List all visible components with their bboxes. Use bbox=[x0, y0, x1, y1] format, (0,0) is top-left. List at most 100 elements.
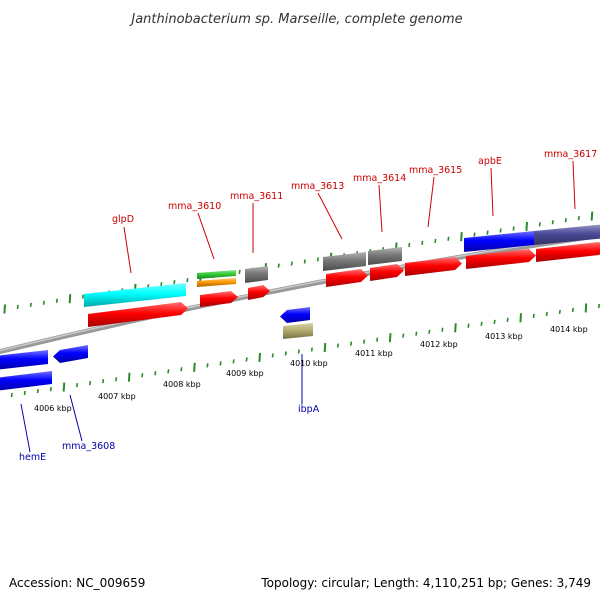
scale-tick bbox=[421, 240, 424, 246]
scale-tick bbox=[62, 382, 66, 392]
label-leader-line bbox=[427, 176, 435, 228]
gene-label-mma_3608[interactable]: mma_3608 bbox=[62, 441, 115, 452]
scale-tick bbox=[480, 321, 483, 326]
scale-tick bbox=[75, 383, 79, 388]
feature-apbE-cds[interactable] bbox=[466, 249, 536, 269]
scale-tick bbox=[519, 313, 522, 323]
scale-tick bbox=[310, 347, 313, 352]
scale-tick bbox=[363, 339, 366, 344]
scale-tick bbox=[180, 367, 183, 372]
scale-label: 4006 kbp bbox=[34, 404, 72, 413]
scale-tick bbox=[441, 327, 444, 332]
scale-label: 4010 kbp bbox=[290, 359, 328, 368]
scale-tick bbox=[141, 373, 144, 378]
scale-tick bbox=[532, 313, 535, 319]
scale-tick bbox=[590, 211, 594, 221]
scale-tick bbox=[173, 280, 176, 285]
scale-tick bbox=[584, 303, 588, 313]
gene-label-glpD[interactable]: glpD bbox=[112, 214, 134, 225]
scale-tick bbox=[376, 337, 379, 342]
feature-mma_3610-orange[interactable] bbox=[197, 278, 236, 287]
feature-mma_3615-cds[interactable] bbox=[405, 257, 462, 276]
scale-ticks bbox=[3, 211, 600, 398]
feature-ibpA-cds[interactable] bbox=[280, 307, 310, 323]
feature-glpD-gene[interactable] bbox=[84, 283, 186, 307]
label-leader-line bbox=[490, 167, 494, 217]
feature-mma_3617-cds[interactable] bbox=[536, 242, 600, 262]
label-leader-line bbox=[317, 192, 343, 240]
scale-tick bbox=[447, 236, 450, 241]
gene-label-mma_3611[interactable]: mma_3611 bbox=[230, 191, 283, 202]
feature-track bbox=[0, 224, 600, 391]
label-leader-line bbox=[69, 394, 83, 442]
label-leader-line bbox=[20, 403, 31, 453]
scale-tick bbox=[154, 371, 157, 376]
scale-tick bbox=[538, 222, 541, 227]
scale-tick bbox=[55, 298, 58, 303]
scale-tick bbox=[467, 323, 470, 328]
label-leader-line bbox=[572, 160, 576, 210]
accession-text: Accession: NC_009659 bbox=[9, 576, 145, 590]
scale-tick bbox=[336, 343, 340, 348]
scale-tick bbox=[388, 333, 392, 343]
feature-glpD-cds[interactable] bbox=[88, 302, 188, 327]
scale-tick bbox=[36, 388, 39, 394]
scale-tick bbox=[258, 352, 261, 363]
scale-tick bbox=[297, 349, 300, 354]
scale-tick bbox=[232, 359, 235, 364]
scale-tick bbox=[88, 381, 92, 386]
scale-tick bbox=[323, 342, 327, 353]
scale-tick bbox=[402, 333, 405, 338]
feature-mma_3611-cds[interactable] bbox=[248, 285, 270, 300]
feature-mma_3611-gray[interactable] bbox=[245, 266, 268, 283]
gene-label-mma_3610[interactable]: mma_3610 bbox=[168, 201, 221, 212]
feature-hemE-cds[interactable] bbox=[0, 371, 52, 391]
feature-mma_3608-cds[interactable] bbox=[53, 345, 88, 363]
feature-mma_3614-cds[interactable] bbox=[370, 264, 404, 281]
label-leaders bbox=[20, 160, 576, 453]
scale-tick bbox=[545, 311, 548, 317]
gene-label-mma_3614[interactable]: mma_3614 bbox=[353, 173, 406, 184]
feature-hemE-gene[interactable] bbox=[0, 350, 48, 370]
scale-label: 4012 kbp bbox=[420, 340, 458, 349]
scale-tick bbox=[460, 232, 463, 242]
feature-mma_3617-gene[interactable] bbox=[534, 224, 600, 245]
scale-tick bbox=[571, 307, 574, 313]
feature-ibpA-misc[interactable] bbox=[283, 323, 313, 339]
genome-summary-text: Topology: circular; Length: 4,110,251 bp… bbox=[260, 576, 591, 590]
scale-tick bbox=[23, 390, 26, 396]
scale-tick bbox=[167, 369, 170, 374]
scale-tick bbox=[473, 232, 476, 237]
scale-label: 4007 kbp bbox=[98, 392, 136, 401]
label-leader-line bbox=[378, 184, 383, 233]
scale-tick bbox=[219, 361, 222, 366]
scale-tick bbox=[245, 357, 248, 362]
gene-label-hemE[interactable]: hemE bbox=[19, 452, 46, 463]
scale-tick bbox=[290, 261, 293, 266]
scale-tick bbox=[408, 242, 411, 248]
scale-tick bbox=[16, 304, 19, 310]
feature-mma_3610-cds[interactable] bbox=[200, 291, 238, 307]
gene-labels: glpD mma_3610 mma_3611 mma_3613 mma_3614… bbox=[19, 149, 597, 463]
scale-tick bbox=[102, 379, 105, 384]
feature-mma_3613-cds[interactable] bbox=[326, 269, 368, 287]
scale-tick bbox=[284, 351, 287, 356]
gene-label-mma_3617[interactable]: mma_3617 bbox=[544, 149, 597, 160]
feature-mma_3610-green[interactable] bbox=[197, 270, 236, 279]
gene-label-ibpA[interactable]: ibpA bbox=[298, 404, 320, 415]
genome-backbone bbox=[0, 232, 600, 355]
map-title: Janthinobacterium sp. Marseille, complet… bbox=[128, 12, 462, 27]
scale-tick bbox=[564, 218, 567, 223]
scale-label: 4011 kbp bbox=[355, 349, 393, 358]
gene-label-mma_3615[interactable]: mma_3615 bbox=[409, 165, 462, 176]
scale-tick bbox=[271, 353, 274, 358]
feature-mma_3614-gray[interactable] bbox=[368, 247, 402, 265]
gene-label-apbE[interactable]: apbE bbox=[478, 156, 502, 167]
feature-apbE-gene[interactable] bbox=[464, 231, 534, 252]
gene-label-mma_3613[interactable]: mma_3613 bbox=[291, 181, 344, 192]
feature-mma_3613-gray[interactable] bbox=[323, 252, 366, 271]
scale-tick bbox=[277, 263, 280, 268]
scale-tick bbox=[434, 238, 437, 243]
scale-tick bbox=[303, 259, 306, 264]
